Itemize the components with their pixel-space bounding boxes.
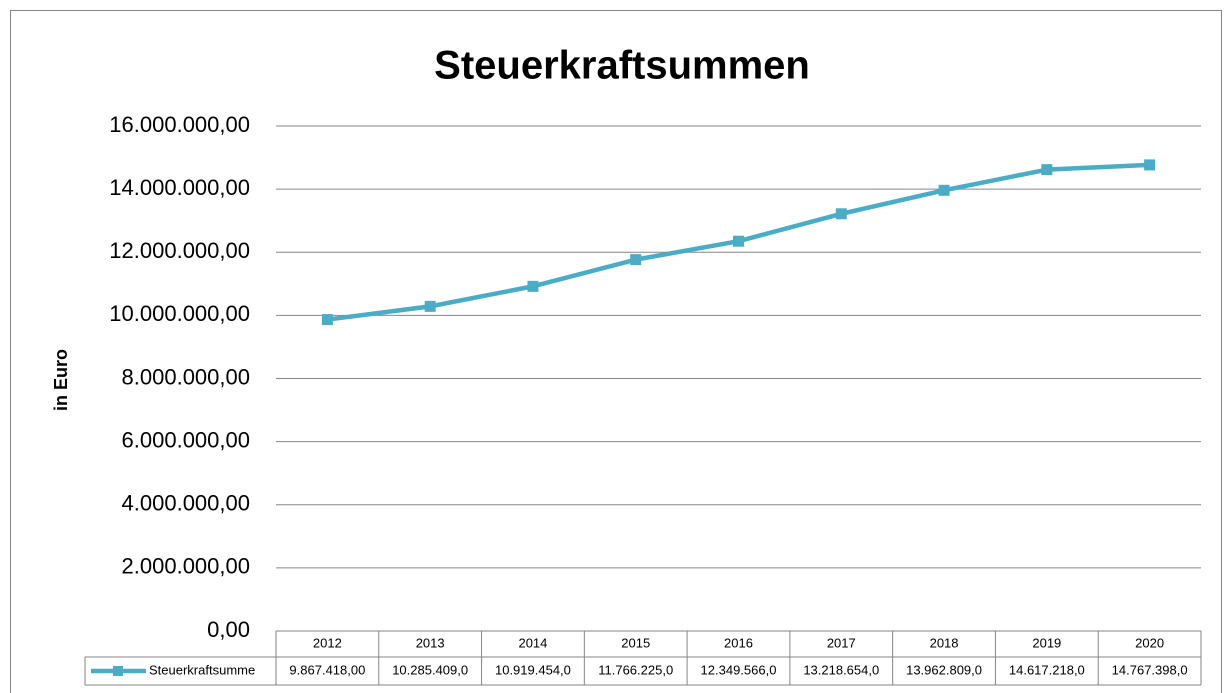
x-tick-label: 2012 bbox=[313, 635, 342, 650]
x-tick-label: 2018 bbox=[930, 635, 959, 650]
y-axis-label: in Euro bbox=[51, 349, 71, 411]
table-value: 11.766.225,0 bbox=[598, 662, 673, 677]
legend-label: Steuerkraftsumme bbox=[149, 662, 255, 677]
marker bbox=[424, 300, 436, 312]
marker bbox=[835, 208, 847, 220]
y-tick-label: 4.000.000,00 bbox=[122, 491, 250, 516]
marker bbox=[1041, 164, 1053, 176]
table-value: 13.962.809,0 bbox=[906, 662, 982, 677]
table-value: 13.218.654,0 bbox=[803, 662, 879, 677]
marker bbox=[527, 280, 539, 292]
x-tick-label: 2019 bbox=[1032, 635, 1061, 650]
chart-title: Steuerkraftsummen bbox=[434, 44, 810, 88]
x-tick-label: 2016 bbox=[724, 635, 753, 650]
table-value: 12.349.566,0 bbox=[701, 662, 777, 677]
marker bbox=[321, 314, 333, 326]
marker bbox=[733, 235, 744, 247]
x-tick-label: 2017 bbox=[827, 635, 856, 650]
legend-marker bbox=[113, 666, 123, 676]
y-tick-label: 6.000.000,00 bbox=[122, 427, 250, 452]
y-tick-label: 14.000.000,00 bbox=[109, 175, 250, 200]
y-tick-label: 10.000.000,00 bbox=[109, 301, 250, 326]
y-tick-label: 8.000.000,00 bbox=[122, 364, 250, 389]
x-tick-label: 2015 bbox=[621, 635, 650, 650]
x-tick-label: 2013 bbox=[416, 635, 445, 650]
marker bbox=[938, 184, 950, 196]
chart-border bbox=[10, 10, 1222, 693]
y-tick-label: 2.000.000,00 bbox=[122, 554, 250, 579]
y-tick-label: 12.000.000,00 bbox=[109, 238, 250, 263]
table-value: 10.919.454,0 bbox=[495, 662, 571, 677]
x-tick-label: 2014 bbox=[518, 635, 547, 650]
x-tick-label: 2020 bbox=[1135, 635, 1164, 650]
y-tick-label: 0,00 bbox=[207, 617, 250, 642]
marker bbox=[630, 254, 642, 266]
table-value: 9.867.418,00 bbox=[289, 662, 365, 677]
table-value: 10.285.409,0 bbox=[392, 662, 468, 677]
table-value: 14.767.398,0 bbox=[1112, 662, 1188, 677]
marker bbox=[1144, 159, 1156, 171]
table-value: 14.617.218,0 bbox=[1009, 662, 1085, 677]
y-tick-label: 16.000.000,00 bbox=[109, 112, 250, 137]
